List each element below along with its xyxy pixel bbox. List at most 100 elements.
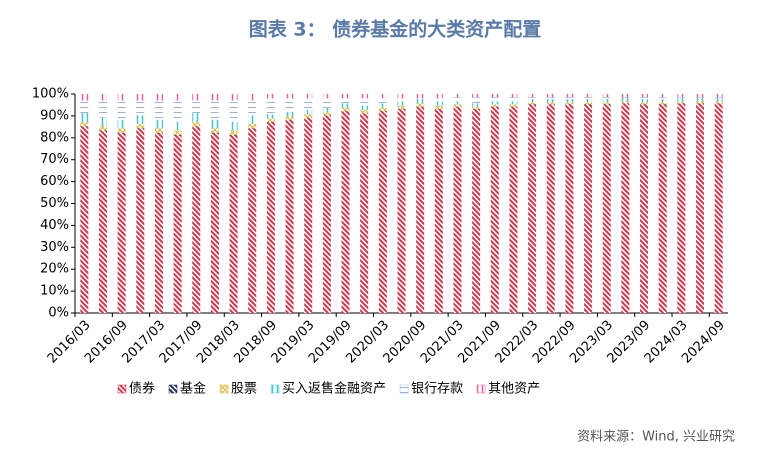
bar-segment xyxy=(248,124,257,129)
bar-segment xyxy=(154,132,163,134)
bar-segment xyxy=(472,97,481,104)
bar-segment xyxy=(640,104,649,313)
bar-segment xyxy=(304,114,313,118)
bar-segment xyxy=(117,132,126,134)
bar-segment xyxy=(658,99,667,103)
bar-segment xyxy=(509,101,518,105)
bar-segment xyxy=(584,104,593,313)
bar-segment xyxy=(80,94,89,101)
y-tick-label: 50% xyxy=(40,196,69,211)
bar-segment xyxy=(640,97,649,100)
bar-segment xyxy=(229,135,238,313)
bar-segment xyxy=(416,103,425,107)
y-tick-label: 0% xyxy=(48,306,69,321)
bar-segment xyxy=(117,119,126,129)
bar-segment xyxy=(285,116,294,120)
bar-segment xyxy=(378,94,387,99)
bar-segment xyxy=(229,134,238,136)
bar-segment xyxy=(621,94,630,98)
bar-segment xyxy=(546,94,555,98)
bar-segment xyxy=(565,97,574,100)
legend-label: 银行存款 xyxy=(411,382,463,397)
bar-segment xyxy=(528,104,537,313)
bar-segment xyxy=(546,97,555,100)
bar-segment xyxy=(192,126,201,127)
bar-segment xyxy=(173,135,182,313)
bar-segment xyxy=(397,101,406,106)
bar-segment xyxy=(528,102,537,105)
bar-segment xyxy=(565,99,574,103)
bar-segment xyxy=(714,94,723,98)
bar-segment xyxy=(378,98,387,104)
bar-segment xyxy=(677,97,686,98)
bar-segment xyxy=(434,98,443,102)
bar-segment xyxy=(584,94,593,98)
bar-segment xyxy=(136,128,145,130)
bar-segment xyxy=(360,94,369,99)
bar-segment xyxy=(192,126,201,313)
bar-segment xyxy=(80,100,89,114)
legend-label: 其他资产 xyxy=(488,382,540,397)
bar-segment xyxy=(98,131,107,313)
bar-segment xyxy=(509,94,518,98)
bar-segment xyxy=(322,107,331,113)
bar-segment xyxy=(658,102,667,105)
y-tick-label: 40% xyxy=(40,218,69,233)
bar-segment xyxy=(322,94,331,99)
bar-segment xyxy=(154,119,163,129)
y-tick-label: 30% xyxy=(40,240,69,255)
bar-segment xyxy=(453,107,462,313)
bar-segment xyxy=(266,122,275,313)
bar-segment xyxy=(136,124,145,129)
legend-swatch xyxy=(399,384,409,394)
bar-segment xyxy=(248,94,257,101)
bar-segment xyxy=(528,97,537,100)
bar-segment xyxy=(472,109,481,313)
bar-segment xyxy=(658,94,667,98)
bar-segment xyxy=(378,111,387,314)
bar-segment xyxy=(285,98,294,113)
bar-segment xyxy=(546,104,555,313)
y-tick-label: 20% xyxy=(40,262,69,277)
bar-segment xyxy=(490,101,499,105)
legend-label: 债券 xyxy=(129,381,155,397)
bar-segment xyxy=(621,101,630,104)
bar-segment xyxy=(434,109,443,313)
bar-segment xyxy=(490,104,499,107)
legend-label: 基金 xyxy=(180,381,206,397)
bar-segment xyxy=(397,105,406,109)
bar-segment xyxy=(210,133,219,313)
bar-segment xyxy=(341,107,350,112)
bar-segment xyxy=(584,102,593,105)
bar-segment xyxy=(98,130,107,132)
bar-segment xyxy=(136,94,145,101)
bar-segment xyxy=(640,99,649,103)
bar-segment xyxy=(677,101,686,104)
bar-segment xyxy=(285,120,294,313)
bar-segment xyxy=(602,97,611,100)
bar-segment xyxy=(416,98,425,100)
bar-segment xyxy=(285,112,294,117)
bar-segment xyxy=(434,101,443,106)
bar-segment xyxy=(229,94,238,101)
legend-swatch xyxy=(270,384,280,394)
bar-segment xyxy=(360,98,369,106)
bar-segment xyxy=(98,94,107,101)
bar-segment xyxy=(154,94,163,101)
bar-segment xyxy=(584,97,593,100)
bar-segment xyxy=(472,106,481,109)
bar-segment xyxy=(173,134,182,136)
bar-segment xyxy=(210,128,219,133)
bar-segment xyxy=(696,101,705,104)
bar-segment xyxy=(154,100,163,120)
bar-segment xyxy=(528,94,537,98)
bar-segment xyxy=(602,94,611,98)
legend-label: 买入返售金融资产 xyxy=(282,381,386,397)
bar-segment xyxy=(696,94,705,98)
bar-segment xyxy=(173,100,182,122)
bar-segment xyxy=(714,101,723,104)
bar-segment xyxy=(304,118,313,313)
bar-segment xyxy=(210,94,219,101)
bar-segment xyxy=(322,115,331,314)
